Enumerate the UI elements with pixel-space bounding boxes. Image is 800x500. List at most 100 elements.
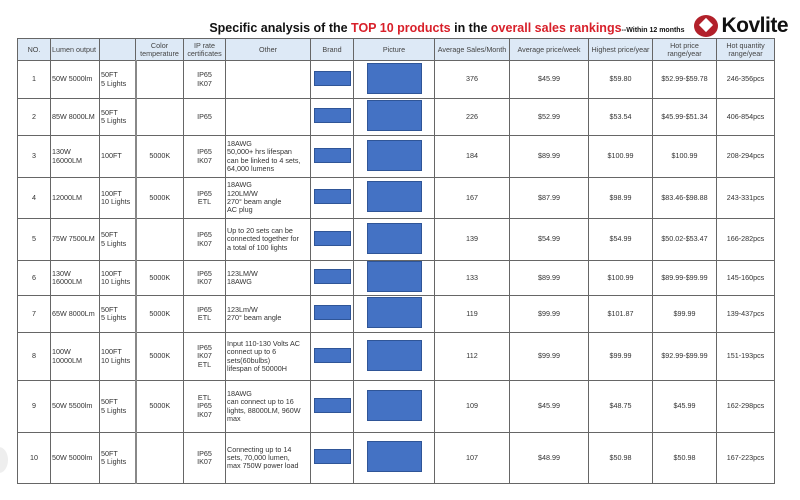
kovlite-logo: Kovlite — [694, 14, 788, 38]
cell-avg-price-week: $45.99 — [509, 380, 589, 433]
table-row: 3 130W 16000LM 100FT 5000K IP65 IK07 18AWG 50… — [17, 135, 775, 178]
cell-lumen-output: 130W 16000LM — [50, 135, 100, 178]
cell-hot-quantity-range: 162-298pcs — [716, 380, 775, 433]
brand-cell — [310, 218, 354, 261]
table-row: 1 50W 5000lm 50FT 5 Lights IP65 IK07 376 $45.… — [17, 60, 775, 99]
cell-lumen-output: 85W 8000LM — [50, 98, 100, 136]
brand-cell — [310, 177, 354, 219]
cell-lumen-output: 50W 5000lm — [50, 432, 100, 484]
cell-no: 1 — [17, 60, 51, 99]
cell-hot-price-range: $45.99 — [652, 380, 717, 433]
picture-cell — [353, 135, 435, 178]
product-image — [366, 181, 422, 213]
cell-avg-sales: 107 — [434, 432, 510, 484]
page-title: Specific analysis of the TOP 10 products… — [209, 21, 684, 38]
cell-no: 5 — [17, 218, 51, 261]
cell-highest-price: $59.80 — [588, 60, 653, 99]
cell-hot-quantity-range: 145-160pcs — [716, 260, 775, 296]
table-row: 8 100W 10000LM 100FT 10 Lights 5000K IP65 IK… — [17, 332, 775, 381]
cell-length: 100FT — [99, 135, 137, 178]
column-header-picture: Picture — [353, 38, 435, 61]
cell-lumen-output: 130W 16000LM — [50, 260, 100, 296]
cell-ip-rate: ETL IP65 IK07 — [183, 380, 226, 433]
cell-highest-price: $50.98 — [588, 432, 653, 484]
cell-ip-rate: IP65 — [183, 98, 226, 136]
cell-other: 123Lm/W 270° beam angle — [225, 295, 311, 333]
column-header-length — [99, 38, 136, 61]
title-prefix: Specific analysis of the — [209, 21, 352, 35]
brand-image — [313, 189, 351, 205]
cell-color-temperature — [135, 432, 184, 484]
cell-no: 4 — [17, 177, 51, 219]
cell-highest-price: $98.99 — [588, 177, 653, 219]
cell-length: 100FT 10 Lights — [99, 177, 137, 219]
column-header-hot-price-range: Hot price range/year — [652, 38, 717, 61]
cell-highest-price: $101.87 — [588, 295, 653, 333]
cell-hot-quantity-range: 243-331pcs — [716, 177, 775, 219]
brand-cell — [310, 260, 354, 296]
picture-cell — [353, 295, 435, 333]
brand-cell — [310, 135, 354, 178]
column-header-avg-price-week: Average price/week — [509, 38, 589, 61]
table-row: 10 50W 5000lm 50FT 5 Lights IP65 IK07 Connec… — [17, 432, 775, 484]
cell-avg-sales: 376 — [434, 60, 510, 99]
column-header-ip-rate: IP rate certificates — [183, 38, 226, 61]
cell-hot-price-range: $100.99 — [652, 135, 717, 178]
table-row: 9 50W 5500lm 50FT 5 Lights 5000K ETL IP65 IK… — [17, 380, 775, 433]
cell-length: 50FT 5 Lights — [99, 380, 137, 433]
cell-hot-price-range: $92.99-$99.99 — [652, 332, 717, 381]
table-row: 4 12000LM 100FT 10 Lights 5000K IP65 ETL 18AW… — [17, 177, 775, 219]
product-image — [366, 389, 422, 421]
cell-length: 50FT 5 Lights — [99, 295, 137, 333]
cell-hot-price-range: $50.02-$53.47 — [652, 218, 717, 261]
cell-hot-price-range: $83.46-$98.88 — [652, 177, 717, 219]
logo-text: Kovlite — [721, 14, 788, 37]
cell-hot-quantity-range: 246-356pcs — [716, 60, 775, 99]
cell-other: Connecting up to 14 sets, 70,000 lumen, … — [225, 432, 311, 484]
logo-mark-icon — [694, 15, 719, 37]
brand-cell — [310, 380, 354, 433]
brand-image — [313, 397, 351, 413]
cell-avg-price-week: $52.99 — [509, 98, 589, 136]
cell-highest-price: $48.75 — [588, 380, 653, 433]
cell-color-temperature: 5000K — [135, 295, 184, 333]
cell-avg-sales: 139 — [434, 218, 510, 261]
cell-avg-price-week: $99.99 — [509, 332, 589, 381]
cell-highest-price: $100.99 — [588, 135, 653, 178]
cell-lumen-output: 75W 7500LM — [50, 218, 100, 261]
cell-ip-rate: IP65 ETL — [183, 295, 226, 333]
cell-highest-price: $53.54 — [588, 98, 653, 136]
cell-other: Input 110-130 Volts AC connect up to 6 s… — [225, 332, 311, 381]
cell-no: 2 — [17, 98, 51, 136]
cell-other — [225, 98, 311, 136]
title-suffix: --Within 12 months — [621, 27, 685, 34]
cell-avg-sales: 119 — [434, 295, 510, 333]
cell-length: 100FT 10 Lights — [99, 332, 137, 381]
cell-lumen-output: 50W 5000lm — [50, 60, 100, 99]
brand-image — [313, 147, 351, 163]
brand-image — [313, 305, 351, 321]
cell-no: 9 — [17, 380, 51, 433]
picture-cell — [353, 260, 435, 296]
cell-color-temperature: 5000K — [135, 380, 184, 433]
cell-avg-price-week: $45.99 — [509, 60, 589, 99]
column-header-brand: Brand — [310, 38, 354, 61]
product-image — [366, 62, 422, 94]
cell-no: 6 — [17, 260, 51, 296]
table-row: 6 130W 16000LM 100FT 10 Lights 5000K IP65 IK… — [17, 260, 775, 296]
brand-image — [313, 230, 351, 246]
cell-hot-quantity-range: 166-282pcs — [716, 218, 775, 261]
cell-hot-quantity-range: 208-294pcs — [716, 135, 775, 178]
cell-lumen-output: 65W 8000Lm — [50, 295, 100, 333]
cell-no: 10 — [17, 432, 51, 484]
cell-ip-rate: IP65 IK07 — [183, 218, 226, 261]
product-image — [366, 139, 422, 171]
product-image — [366, 222, 422, 254]
cell-hot-price-range: $45.99-$51.34 — [652, 98, 717, 136]
brand-image — [313, 449, 351, 465]
title-middle: in the — [450, 21, 491, 35]
column-header-avg-sales: Average Sales/Month — [434, 38, 510, 61]
column-header-hot-quantity-range: Hot quantity range/year — [716, 38, 775, 61]
cell-avg-sales: 133 — [434, 260, 510, 296]
cell-lumen-output: 50W 5500lm — [50, 380, 100, 433]
